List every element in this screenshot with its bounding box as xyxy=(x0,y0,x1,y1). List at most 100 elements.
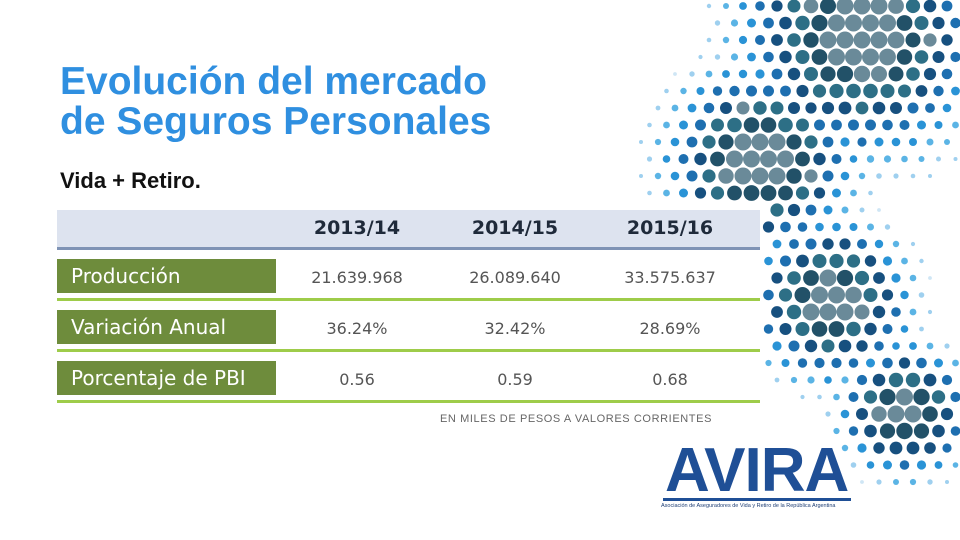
decorative-dot xyxy=(868,190,873,196)
decorative-dot xyxy=(859,207,865,213)
decorative-dot xyxy=(857,239,867,249)
decorative-dot xyxy=(853,0,871,15)
decorative-dot xyxy=(655,105,661,111)
decorative-dot xyxy=(893,173,899,179)
decorative-dot xyxy=(686,170,698,182)
decorative-dot xyxy=(840,409,850,419)
decorative-dot xyxy=(840,171,850,181)
decorative-dot xyxy=(850,189,857,197)
decorative-dot xyxy=(811,14,828,32)
decorative-dot xyxy=(825,411,831,417)
decorative-dot xyxy=(941,374,953,386)
decorative-dot xyxy=(639,140,643,144)
decorative-dot xyxy=(944,139,950,145)
table-cell: 21.639.968 xyxy=(311,268,403,287)
decorative-dot xyxy=(702,169,716,183)
decorative-dot xyxy=(789,239,799,249)
decorative-dot xyxy=(870,0,888,15)
row-label: Variación Anual xyxy=(57,310,276,344)
decorative-dot xyxy=(689,71,695,77)
decorative-dot xyxy=(873,272,885,284)
decorative-dot xyxy=(942,443,952,453)
decorative-dot xyxy=(900,325,909,333)
decorative-dot xyxy=(711,118,724,132)
decorative-dot xyxy=(905,32,921,48)
decorative-dot xyxy=(914,16,929,30)
decorative-dot xyxy=(913,423,930,439)
table-row-variacion: Variación Anual 36.24% 32.42% 28.69% xyxy=(57,307,760,352)
decorative-dot xyxy=(805,102,817,114)
decorative-dot xyxy=(817,394,822,400)
decorative-dot xyxy=(706,3,712,9)
decorative-dot xyxy=(891,307,901,317)
decorative-dot xyxy=(872,305,886,319)
decorative-dot xyxy=(848,426,859,436)
decorative-dot xyxy=(796,84,809,98)
decorative-dot xyxy=(909,342,917,350)
decorative-dot xyxy=(952,462,959,468)
decorative-dot xyxy=(673,72,677,76)
decorative-dot xyxy=(795,151,810,167)
decorative-dot xyxy=(821,101,835,115)
decorative-dot xyxy=(865,119,876,131)
decorative-dot xyxy=(932,16,945,30)
decorative-dot xyxy=(803,270,819,286)
decorative-dot xyxy=(866,461,875,469)
decorative-dot xyxy=(941,0,953,12)
decorative-dot xyxy=(813,187,826,199)
decorative-dot xyxy=(703,102,715,114)
decorative-dot xyxy=(822,170,834,182)
decorative-dot xyxy=(763,17,774,29)
decorative-dot xyxy=(856,340,868,352)
slide-subtitle: Vida + Retiro. xyxy=(60,168,201,193)
decorative-dot xyxy=(820,66,836,82)
decorative-dot xyxy=(796,118,809,132)
decorative-dot xyxy=(940,407,954,421)
decorative-dot xyxy=(772,239,782,249)
decorative-dot xyxy=(836,0,854,15)
decorative-dot xyxy=(805,204,817,216)
decorative-dot xyxy=(718,168,734,184)
decorative-dot xyxy=(881,289,894,301)
decorative-dot xyxy=(813,152,826,166)
decorative-dot xyxy=(804,339,818,353)
decorative-dot xyxy=(890,102,902,114)
decorative-dot xyxy=(892,342,900,350)
decorative-dot xyxy=(811,286,828,304)
decorative-dot xyxy=(907,102,919,114)
table-row-produccion: Producción 21.639.968 26.089.640 33.575.… xyxy=(57,256,760,301)
decorative-dot xyxy=(848,392,859,402)
decorative-dot xyxy=(771,68,783,80)
decorative-dot xyxy=(727,185,742,201)
decorative-dot xyxy=(898,357,911,369)
decorative-dot xyxy=(845,286,862,304)
decorative-dot xyxy=(696,87,705,95)
decorative-dot xyxy=(936,156,941,162)
decorative-dot xyxy=(854,304,870,320)
decorative-dot xyxy=(763,324,774,334)
decorative-dot xyxy=(863,83,878,99)
decorative-dot xyxy=(726,150,743,168)
decorative-dot xyxy=(872,101,886,115)
decorative-dot xyxy=(922,406,938,422)
decorative-dot xyxy=(670,137,680,147)
title-line-1: Evolución del mercado xyxy=(60,60,487,103)
decorative-dot xyxy=(729,85,740,97)
decorative-dot xyxy=(846,321,861,337)
decorative-dot xyxy=(849,155,858,163)
decorative-dot xyxy=(896,388,913,406)
decorative-dot xyxy=(663,121,670,129)
decorative-dot xyxy=(654,172,662,180)
table-cell: 0.56 xyxy=(339,370,375,389)
decorative-dot xyxy=(891,273,901,283)
decorative-dot xyxy=(680,87,687,95)
decorative-dot xyxy=(722,36,730,44)
decorative-dot xyxy=(836,31,854,49)
decorative-dot xyxy=(812,254,827,268)
decorative-dot xyxy=(914,50,929,64)
decorative-dot xyxy=(760,185,777,201)
decorative-dot xyxy=(905,372,921,388)
decorative-dot xyxy=(863,390,878,404)
decorative-dot xyxy=(900,290,909,300)
